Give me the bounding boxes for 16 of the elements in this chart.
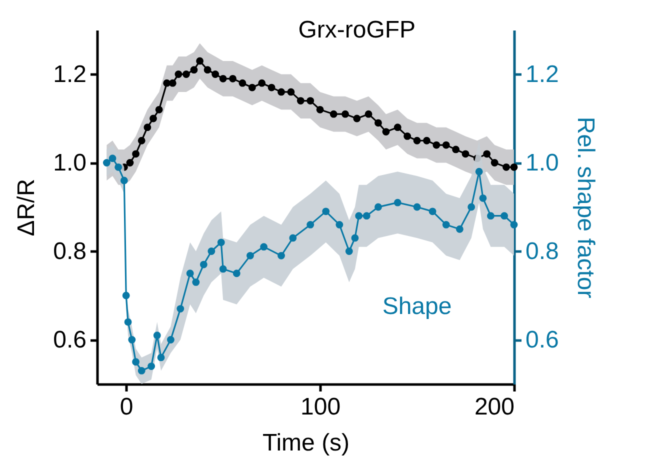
y2-tick-label: 0.6 [526,326,559,354]
x-axis-title: Time (s) [262,430,350,456]
text: Shape [382,293,452,320]
y-axis-title: ΔR/R [13,178,40,236]
x-tick-label: 200 [474,394,514,420]
y2-tick-label: 1.2 [526,60,559,88]
y-tick-label: 1.2 [53,60,86,88]
series-label: Grx-roGFP [298,16,416,44]
y2-tick-label: 1.0 [526,149,559,176]
y2-tick-label: 0.8 [526,238,559,265]
x-tick-label: 0 [120,394,134,420]
y-tick-label: 1.0 [53,149,86,176]
x-tick-label: 100 [300,394,341,420]
y-tick-label: 0.6 [53,326,86,354]
y-tick-label: 0.8 [53,238,86,265]
y2-axis-title: Rel. shape factor [572,116,599,298]
